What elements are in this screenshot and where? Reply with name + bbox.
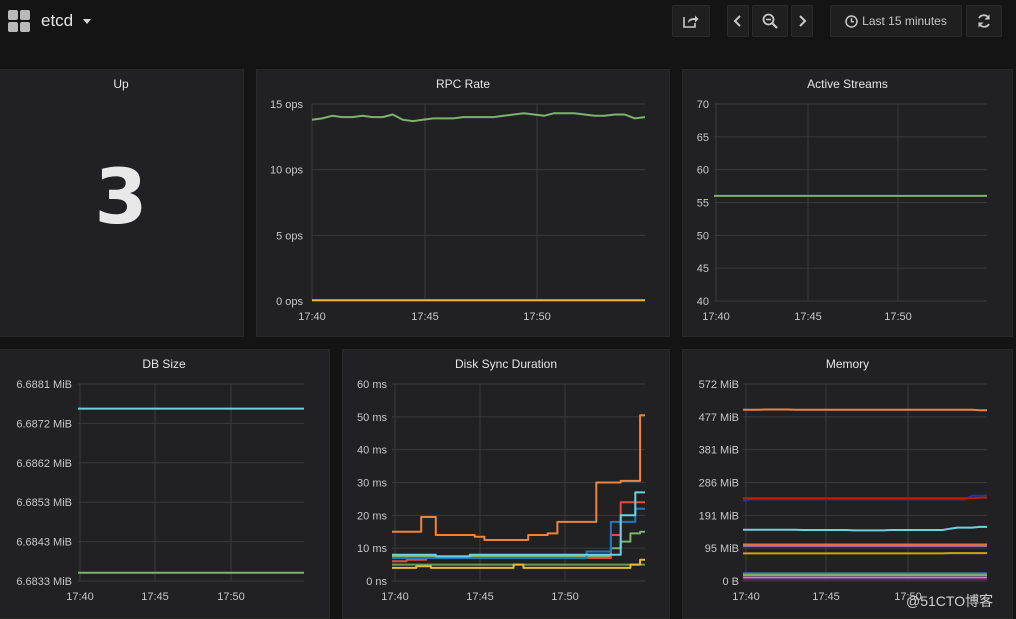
y-tick-label: 6.6862 MiB [16, 458, 72, 470]
y-tick-label: 0 ns [366, 576, 387, 588]
x-tick-label: 17:40 [298, 311, 326, 323]
y-tick-label: 60 ms [357, 379, 387, 391]
share-icon [683, 15, 699, 28]
panel-rpc-rate: RPC Rate [256, 69, 670, 337]
panel-up: Up 3 [0, 69, 244, 337]
y-tick-label: 70 [697, 99, 709, 111]
y-tick-label: 55 [697, 198, 709, 210]
x-tick-label: 17:50 [551, 591, 579, 603]
singlestat-value: 3 [94, 152, 148, 241]
dashboard-title[interactable]: etcd [41, 11, 74, 30]
series-line [742, 494, 987, 502]
panel-title[interactable]: RPC Rate [435, 77, 491, 91]
y-tick-label: 191 MiB [699, 510, 739, 522]
y-tick-label: 65 [697, 132, 709, 144]
panel-title[interactable]: Active Streams [807, 77, 888, 91]
y-tick-label: 572 MiB [699, 379, 739, 391]
chevron-left-icon [733, 15, 741, 27]
x-tick-label: 17:50 [884, 311, 912, 323]
grafana-menu-icon[interactable] [8, 10, 30, 32]
y-tick-label: 6.6843 MiB [16, 537, 72, 549]
series-line [743, 496, 987, 500]
series-line [743, 408, 987, 412]
top-navbar: etcd Last 15 minutes [0, 0, 1016, 44]
x-tick-label: 17:45 [466, 591, 494, 603]
zoom-out-icon [762, 13, 778, 29]
clock-icon [845, 14, 858, 28]
chevron-down-icon[interactable] [83, 19, 91, 24]
time-range-label: Last 15 minutes [862, 14, 947, 28]
x-tick-label: 17:45 [411, 311, 439, 323]
x-tick-label: 17:40 [66, 591, 94, 603]
y-tick-label: 6.6872 MiB [16, 418, 72, 430]
series-line [743, 525, 987, 532]
x-tick-label: 17:50 [217, 591, 245, 603]
time-back-button[interactable] [727, 5, 749, 37]
y-tick-label: 5 ops [276, 230, 303, 242]
y-tick-label: 6.6881 MiB [16, 379, 72, 391]
time-forward-button[interactable] [791, 5, 813, 37]
panel-title[interactable]: Memory [825, 357, 870, 371]
watermark: @51CTO博客 [906, 593, 994, 609]
y-tick-label: 40 ms [357, 445, 387, 457]
series-line [392, 414, 645, 541]
series-line [392, 507, 645, 559]
y-tick-label: 50 [697, 230, 709, 242]
y-tick-label: 50 ms [357, 412, 387, 424]
panel-title[interactable]: Up [113, 77, 129, 91]
x-tick-label: 17:45 [794, 311, 822, 323]
x-tick-label: 17:40 [732, 591, 760, 603]
chevron-right-icon [799, 15, 807, 27]
y-tick-label: 45 [697, 263, 709, 275]
y-tick-label: 20 ms [357, 510, 387, 522]
panel-title[interactable]: DB Size [142, 357, 186, 371]
y-tick-label: 60 [697, 165, 709, 177]
y-tick-label: 6.6853 MiB [16, 497, 72, 509]
x-tick-label: 17:40 [381, 591, 409, 603]
panel-disk-sync-duration: Disk Sync Duration [342, 349, 670, 619]
y-tick-label: 40 [697, 296, 709, 308]
y-tick-label: 15 ops [270, 99, 304, 111]
y-tick-label: 10 ms [357, 543, 387, 555]
y-tick-label: 10 ops [270, 165, 304, 177]
y-tick-label: 477 MiB [699, 412, 739, 424]
series-line [311, 112, 646, 123]
y-tick-label: 0 ops [276, 296, 303, 308]
share-button[interactable] [672, 5, 710, 37]
x-tick-label: 17:40 [702, 311, 730, 323]
x-tick-label: 17:45 [141, 591, 169, 603]
series-line [392, 530, 645, 558]
y-tick-label: 30 ms [357, 478, 387, 490]
panel-title[interactable]: Disk Sync Duration [454, 357, 558, 371]
zoom-out-button[interactable] [752, 5, 788, 37]
x-tick-label: 17:50 [523, 311, 551, 323]
y-tick-label: 0 B [722, 576, 739, 588]
x-tick-label: 17:45 [812, 591, 840, 603]
refresh-icon [978, 14, 990, 28]
series-line [392, 491, 645, 558]
time-range-picker[interactable]: Last 15 minutes [830, 5, 962, 37]
series-line [392, 558, 645, 569]
y-tick-label: 95 MiB [705, 543, 739, 555]
y-tick-label: 381 MiB [699, 445, 739, 457]
x-tick-label: 17:50 [894, 591, 922, 603]
y-tick-label: 6.6833 MiB [16, 576, 72, 588]
refresh-button[interactable] [966, 5, 1002, 37]
y-tick-label: 286 MiB [699, 478, 739, 490]
